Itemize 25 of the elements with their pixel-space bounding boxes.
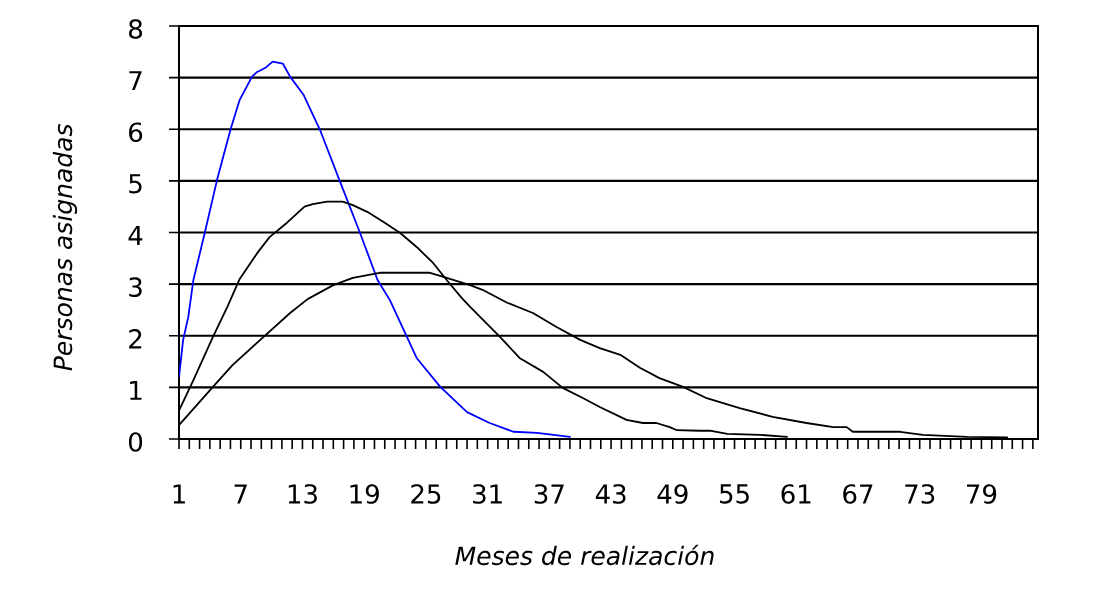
y-tick-label: 2: [129, 329, 142, 349]
y-tick-label: 1: [130, 380, 142, 400]
y-tick-label: 7: [129, 71, 142, 91]
x-tick-label: 79: [967, 484, 997, 504]
x-tick-label: 61: [781, 484, 811, 504]
x-tick-label: 19: [350, 484, 379, 504]
y-tick-label: 8: [129, 19, 143, 39]
x-tick-label: 37: [534, 484, 564, 504]
y-tick-label: 6: [129, 122, 143, 143]
x-tick-label: 73: [905, 484, 935, 504]
x-tick-label: 7: [234, 484, 247, 504]
y-tick-label: 0: [128, 432, 143, 452]
x-tick-label: 31: [473, 484, 502, 504]
x-tick-label: 13: [288, 484, 317, 504]
x-tick-label: 1: [173, 484, 185, 504]
y-tick-label: 3: [129, 277, 142, 297]
x-tick-label: 67: [843, 484, 873, 504]
x-tick-label: 25: [411, 484, 441, 504]
x-axis-title: Meses de realización: [455, 544, 714, 566]
y-axis-title: Personas asignadas: [52, 124, 78, 371]
x-tick-label: 43: [595, 484, 626, 504]
y-tick-label: 5: [129, 174, 142, 194]
x-tick-label: 55: [719, 484, 749, 504]
y-tick-label: 4: [128, 226, 143, 245]
x-tick-label: 49: [657, 484, 688, 504]
